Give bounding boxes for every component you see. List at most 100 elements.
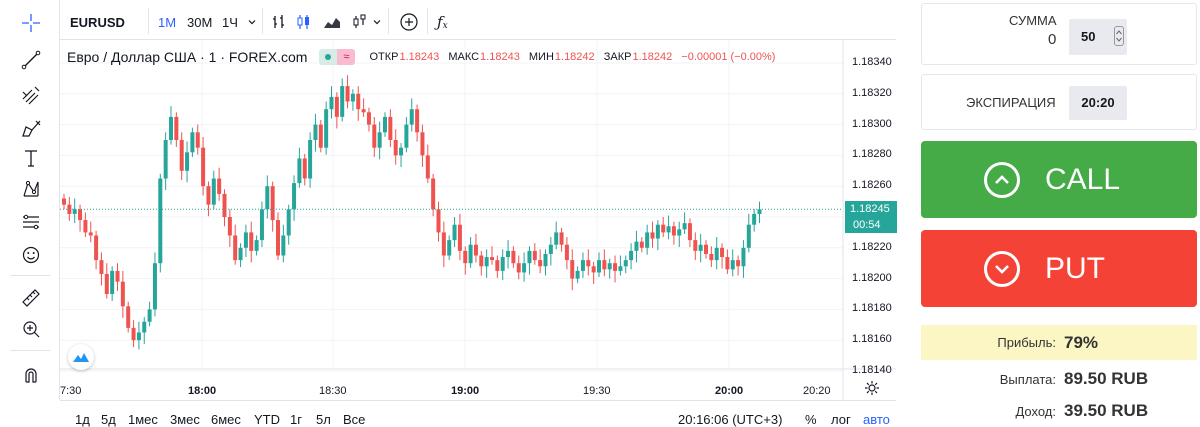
candle-body	[500, 257, 505, 271]
candle-body	[190, 132, 195, 153]
candle-body	[511, 250, 516, 264]
settings-gear-icon[interactable]	[864, 380, 880, 401]
expiration-label: ЭКСПИРАЦИЯ	[966, 95, 1056, 110]
text-tool-icon[interactable]	[14, 143, 48, 173]
amount-box: СУММА 0 50	[921, 3, 1197, 65]
prediction-tool-icon[interactable]	[14, 207, 48, 237]
candle-body	[677, 229, 682, 236]
chevron-down-icon[interactable]	[247, 10, 257, 34]
eye-toggle-icon[interactable]: ≈	[319, 49, 356, 65]
expiration-box: ЭКСПИРАЦИЯ 20:20	[921, 74, 1197, 130]
fib-tool-icon[interactable]	[14, 80, 48, 110]
pattern-tool-icon[interactable]	[14, 174, 48, 204]
candle-body	[736, 260, 741, 267]
range-1m[interactable]: 1мес	[128, 412, 158, 427]
candle-body	[495, 260, 500, 271]
chevron-down-icon[interactable]	[372, 10, 382, 34]
zoom-in-icon[interactable]	[14, 314, 48, 344]
candle-body	[78, 209, 83, 221]
bar-chart-icon[interactable]	[270, 10, 288, 34]
candle-body	[586, 260, 591, 267]
candle-body	[72, 209, 77, 214]
candle-body	[88, 232, 93, 236]
put-button[interactable]: PUT	[921, 230, 1197, 307]
candle-body	[441, 232, 446, 256]
candle-body	[356, 93, 361, 110]
candle-body	[709, 253, 714, 261]
trend-line-icon[interactable]	[14, 45, 48, 75]
candle-body	[575, 270, 580, 279]
interval-1m[interactable]: 1М	[158, 14, 177, 30]
log-toggle[interactable]: лог	[831, 412, 851, 427]
candle-body	[366, 112, 371, 125]
candle-body	[281, 235, 286, 256]
income-label: Доход:	[1015, 403, 1056, 419]
amount-input[interactable]: 50	[1069, 19, 1127, 55]
candle-body	[714, 247, 719, 261]
candle-chart-icon[interactable]	[295, 10, 313, 34]
amount-stepper[interactable]	[1114, 26, 1124, 46]
candle-body	[639, 241, 644, 248]
candle-body	[329, 96, 334, 110]
interval-30m[interactable]: 30М	[187, 14, 213, 30]
currency-glyph: 0	[1048, 31, 1057, 48]
candle-body	[629, 250, 634, 261]
candle-body	[195, 132, 200, 148]
candle-body	[415, 109, 420, 133]
chevron-down-icon	[984, 250, 1020, 287]
price-chart[interactable]: Евро / Доллар США · 1 · FOREX.com ≈ ОТКР…	[60, 40, 897, 401]
candle-body	[548, 244, 553, 254]
range-6m[interactable]: 6мес	[211, 412, 241, 427]
candle-body	[249, 232, 254, 251]
candle-body	[126, 306, 131, 328]
call-button[interactable]: CALL	[921, 141, 1197, 218]
candle-body	[527, 250, 532, 264]
expiration-input[interactable]: 20:20	[1069, 86, 1127, 120]
percent-toggle[interactable]: %	[805, 412, 817, 427]
range-bar: 1д 5д 1мес 3мес 6мес YTD 1г 5л Все 20:16…	[60, 400, 896, 427]
candle-body	[83, 220, 88, 233]
interval-1h[interactable]: 1Ч	[222, 14, 238, 30]
magnet-icon[interactable]	[14, 360, 48, 390]
candle-body	[554, 232, 559, 245]
candle-body	[399, 147, 404, 156]
range-5d[interactable]: 5д	[101, 412, 116, 427]
emoji-icon[interactable]	[14, 240, 48, 270]
profit-row: Прибыль: 79%	[921, 325, 1197, 360]
candle-body	[580, 260, 585, 271]
candle-body	[308, 140, 313, 179]
candle-body	[233, 235, 238, 261]
candle-body	[201, 147, 206, 187]
brush-icon[interactable]	[14, 113, 48, 143]
price-tick-label: 1.18160	[852, 333, 892, 346]
tradingview-logo-icon[interactable]	[68, 344, 94, 370]
range-1d[interactable]: 1д	[75, 412, 90, 427]
payout-value: 89.50 RUB	[1064, 369, 1149, 388]
candle-body	[682, 223, 687, 230]
range-all[interactable]: Все	[343, 412, 366, 427]
candle-body	[404, 124, 409, 148]
compare-plus-icon[interactable]	[399, 10, 419, 34]
range-5y[interactable]: 5л	[316, 412, 331, 427]
time-tick-label: 18:30	[319, 385, 347, 397]
range-ytd[interactable]: YTD	[254, 412, 280, 427]
crosshair-icon[interactable]	[14, 8, 48, 38]
ruler-icon[interactable]	[14, 283, 48, 313]
symbol-search[interactable]: EURUSD	[70, 14, 125, 30]
price-tick-label: 1.18300	[852, 117, 892, 130]
trade-panel: СУММА 0 50 ЭКСПИРАЦИЯ 20:20 CALL PUT	[921, 0, 1200, 427]
range-3m[interactable]: 3мес	[170, 412, 200, 427]
candle-body	[420, 132, 425, 156]
area-chart-icon[interactable]	[322, 10, 342, 34]
candle-countdown-badge: 00:54	[845, 217, 897, 234]
chart-type-icon[interactable]	[350, 10, 368, 34]
auto-toggle[interactable]: авто	[863, 412, 890, 427]
range-1y[interactable]: 1г	[290, 412, 302, 427]
candle-body	[158, 178, 163, 264]
candle-body	[350, 93, 355, 102]
candlestick-chart	[60, 40, 896, 400]
candle-body	[254, 240, 259, 251]
clock[interactable]: 20:16:06 (UTC+3)	[678, 412, 783, 427]
candle-body	[484, 257, 489, 267]
